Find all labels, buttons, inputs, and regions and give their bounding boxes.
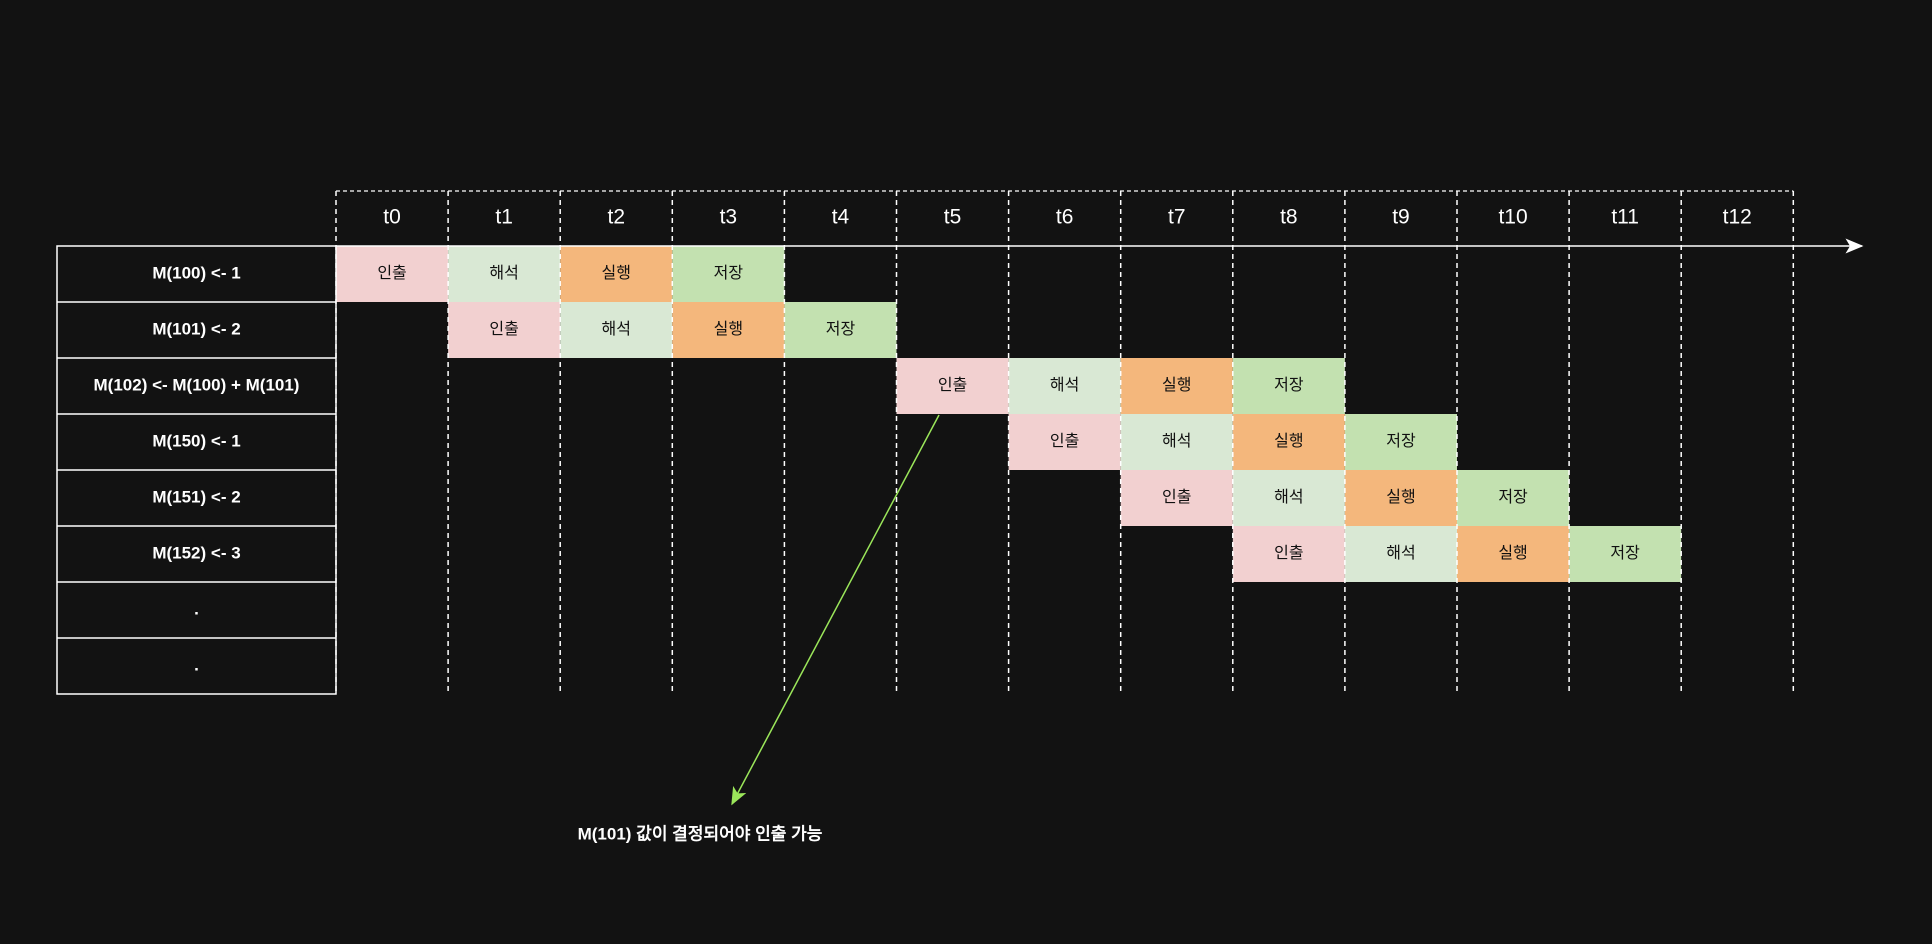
- stage-cell: [1120, 358, 1233, 414]
- stage-cell: [1457, 526, 1570, 582]
- dependency-arrow: [731, 414, 940, 806]
- stage-label: 저장: [1498, 488, 1528, 506]
- stage-cell: [1232, 358, 1345, 414]
- stage-cell: [1232, 414, 1345, 470]
- time-label: t9: [1392, 206, 1410, 229]
- stage-label: 인출: [1274, 544, 1303, 562]
- stage-cell: [1569, 526, 1682, 582]
- stage-cell: [1232, 470, 1345, 526]
- time-label: t7: [1168, 206, 1186, 229]
- stage-label: 해석: [1162, 432, 1191, 450]
- time-label: t5: [944, 206, 962, 229]
- stage-cell: [1008, 358, 1121, 414]
- stage-cell: [336, 246, 449, 302]
- stage-label: 저장: [1274, 376, 1304, 394]
- stage-label: 인출: [489, 320, 518, 338]
- stage-label: 해석: [1274, 488, 1303, 506]
- time-label: t3: [720, 206, 738, 229]
- stage-label: 인출: [1162, 488, 1191, 506]
- stage-label: 인출: [1050, 432, 1079, 450]
- time-label: t10: [1498, 206, 1527, 229]
- stage-cell: [784, 302, 897, 358]
- stage-cell: [560, 302, 673, 358]
- time-label: t11: [1611, 206, 1639, 229]
- time-label: t0: [383, 206, 401, 229]
- stage-label: 실행: [714, 320, 743, 338]
- time-label: t6: [1056, 206, 1074, 229]
- instruction-label: .: [194, 655, 199, 674]
- stage-cell: [448, 302, 561, 358]
- instruction-label: M(152) <- 3: [152, 543, 240, 562]
- instruction-label: .: [194, 599, 199, 618]
- stage-cell: [1457, 470, 1570, 526]
- stage-label: 실행: [1274, 432, 1303, 450]
- stage-cell: [560, 246, 673, 302]
- stage-cell: [1008, 414, 1121, 470]
- instruction-label: M(100) <- 1: [152, 263, 240, 282]
- stage-label: 실행: [602, 264, 631, 282]
- stage-cell: [1232, 526, 1345, 582]
- stage-label: 인출: [938, 376, 967, 394]
- stage-label: 해석: [602, 320, 631, 338]
- stage-cell: [896, 358, 1009, 414]
- time-label: t8: [1280, 206, 1298, 229]
- stage-cell: [672, 302, 785, 358]
- stage-label: 해석: [489, 264, 518, 282]
- stage-label: 저장: [1386, 432, 1416, 450]
- stage-cell: [1344, 526, 1457, 582]
- stage-label: 저장: [714, 264, 744, 282]
- stage-cell: [1120, 414, 1233, 470]
- stage-label: 실행: [1498, 544, 1527, 562]
- instruction-label: M(151) <- 2: [152, 487, 240, 506]
- stage-label: 실행: [1386, 488, 1415, 506]
- instruction-label: M(150) <- 1: [152, 431, 240, 450]
- stage-cell: [448, 246, 561, 302]
- stage-label: 인출: [377, 264, 406, 282]
- stage-cell: [1344, 470, 1457, 526]
- stage-cell: [672, 246, 785, 302]
- stage-label: 해석: [1386, 544, 1415, 562]
- time-label: t2: [607, 206, 625, 229]
- stage-label: 실행: [1162, 376, 1191, 394]
- instruction-label: M(102) <- M(100) + M(101): [94, 375, 300, 394]
- time-label: t4: [832, 206, 850, 229]
- time-label: t12: [1723, 206, 1752, 229]
- time-label: t1: [495, 206, 513, 229]
- stage-label: 저장: [1610, 544, 1640, 562]
- instruction-label: M(101) <- 2: [152, 319, 240, 338]
- stage-cell: [1344, 414, 1457, 470]
- stage-cell: [1120, 470, 1233, 526]
- annotation: M(101) 값이 결정되어야 인출 가능: [578, 824, 823, 843]
- stage-label: 해석: [1050, 376, 1079, 394]
- stage-label: 저장: [826, 320, 856, 338]
